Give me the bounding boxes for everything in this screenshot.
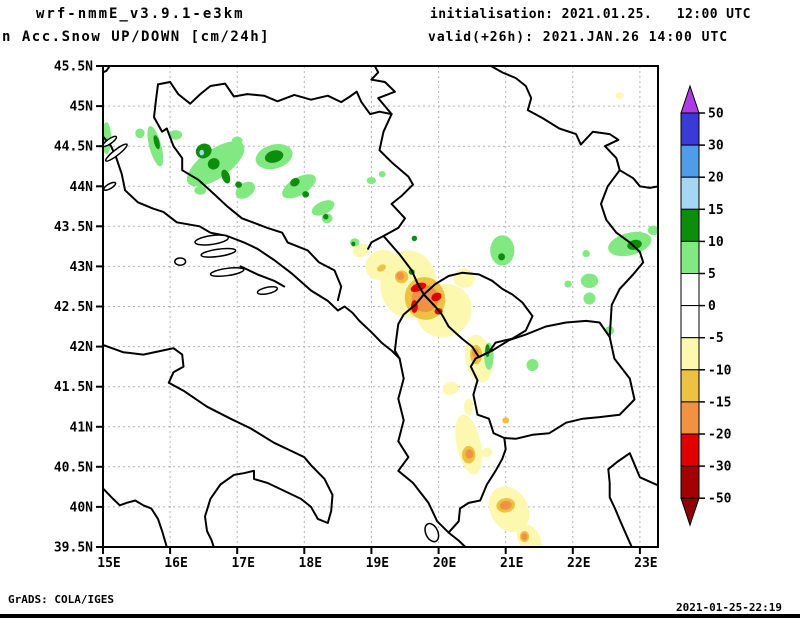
- svg-text:41N: 41N: [70, 420, 94, 435]
- svg-text:39.5N: 39.5N: [54, 541, 93, 556]
- svg-text:41.5N: 41.5N: [54, 380, 93, 395]
- svg-text:-10: -10: [708, 363, 732, 378]
- svg-text:45N: 45N: [70, 100, 94, 115]
- svg-text:42.5N: 42.5N: [54, 300, 93, 315]
- creation-timestamp: 2021-01-25-22:19: [676, 601, 782, 614]
- svg-text:45.5N: 45.5N: [54, 60, 93, 75]
- svg-text:20E: 20E: [433, 556, 456, 571]
- svg-text:-50: -50: [708, 492, 732, 507]
- product-title: n Acc.Snow UP/DOWN [cm/24h]: [2, 29, 271, 45]
- bottom-border-bar: [0, 614, 800, 618]
- svg-text:44.5N: 44.5N: [54, 140, 93, 155]
- svg-text:15: 15: [708, 203, 724, 218]
- initialisation-time: initialisation: 2021.01.25. 12:00 UTC: [430, 7, 751, 22]
- svg-text:43N: 43N: [70, 260, 94, 275]
- svg-text:19E: 19E: [366, 556, 389, 571]
- svg-text:-15: -15: [708, 395, 731, 410]
- svg-text:0: 0: [708, 299, 716, 314]
- svg-text:43.5N: 43.5N: [54, 220, 93, 235]
- svg-text:50: 50: [708, 107, 724, 122]
- model-title: wrf-nmmE_v3.9.1-e3km: [36, 6, 245, 22]
- snow-change-patches: [103, 92, 658, 547]
- svg-text:5: 5: [708, 267, 716, 282]
- valid-time: valid(+26h): 2021.JAN.26 14:00 UTC: [428, 30, 729, 45]
- grid-lines: [103, 66, 658, 547]
- map-frame-axes: 45.5N 45N 44.5N 44N 43.5N 43N 42.5N 42N 41.5N 41N…: [54, 60, 659, 571]
- svg-text:-30: -30: [708, 460, 732, 475]
- svg-text:23E: 23E: [634, 556, 657, 571]
- svg-text:21E: 21E: [500, 556, 523, 571]
- svg-text:40.5N: 40.5N: [54, 460, 93, 475]
- svg-text:16E: 16E: [164, 556, 187, 571]
- grads-attribution: GrADS: COLA/IGES: [8, 593, 114, 606]
- svg-text:40N: 40N: [70, 500, 94, 515]
- svg-text:15E: 15E: [97, 556, 120, 571]
- svg-text:17E: 17E: [231, 556, 254, 571]
- svg-text:10: 10: [708, 235, 724, 250]
- svg-text:44N: 44N: [70, 180, 94, 195]
- svg-text:20: 20: [708, 171, 724, 186]
- svg-text:22E: 22E: [567, 556, 590, 571]
- svg-text:-5: -5: [708, 331, 724, 346]
- svg-text:42N: 42N: [70, 340, 94, 355]
- svg-text:-20: -20: [708, 428, 732, 443]
- svg-text:18E: 18E: [299, 556, 322, 571]
- svg-text:30: 30: [708, 139, 724, 154]
- coastlines-borders: [103, 66, 658, 547]
